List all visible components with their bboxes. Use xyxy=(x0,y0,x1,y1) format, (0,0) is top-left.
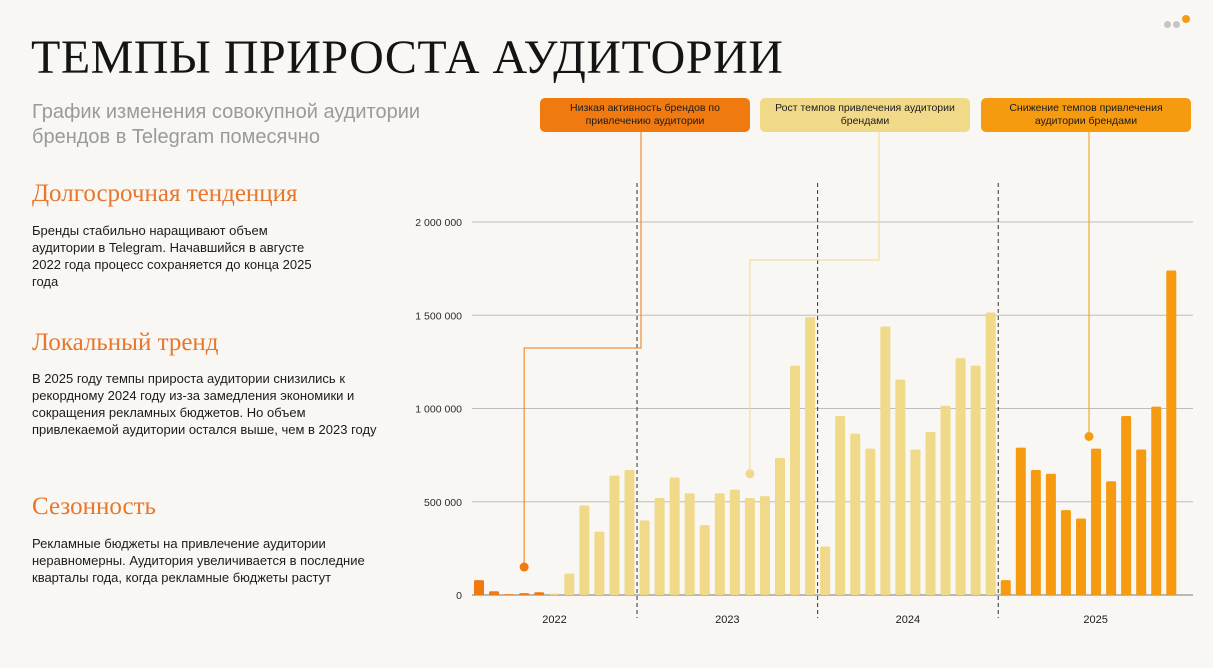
bar-2025-5 xyxy=(1060,510,1071,595)
bar-2023-8 xyxy=(744,498,755,595)
bar-2022-3 xyxy=(504,594,515,596)
bar-2023-6 xyxy=(714,493,725,595)
bar-2025-10 xyxy=(1136,449,1147,595)
logo xyxy=(1162,15,1192,31)
bar-2025-8 xyxy=(1106,481,1117,595)
callout-growth: Рост темпов привлечения аудитории бренда… xyxy=(760,98,970,132)
bar-2022-8 xyxy=(579,505,590,595)
callout-marker xyxy=(745,469,755,479)
bar-2025-12 xyxy=(1166,270,1177,595)
bar-2022-7 xyxy=(564,573,575,595)
bar-2024-9 xyxy=(940,405,951,595)
bar-2024-5 xyxy=(880,326,891,595)
page-subtitle: График изменения совокупной аудитории бр… xyxy=(32,101,421,148)
callout-marker xyxy=(519,562,529,572)
bar-2022-5 xyxy=(534,592,545,595)
bar-2023-5 xyxy=(699,525,710,595)
section-heading-local: Локальный тренд xyxy=(32,329,219,356)
bar-2025-6 xyxy=(1076,518,1086,595)
bar-2024-2 xyxy=(835,415,846,595)
bar-2023-10 xyxy=(775,457,785,595)
y-tick-label: 500 000 xyxy=(424,497,462,509)
bar-2025-7 xyxy=(1091,448,1102,595)
bar-2023-7 xyxy=(729,489,740,595)
bar-2024-4 xyxy=(865,448,876,595)
bar-2023-3 xyxy=(669,477,680,595)
bar-2024-11 xyxy=(970,365,981,595)
section-text-longterm: Бренды стабильно наращивают объем аудито… xyxy=(32,223,312,289)
bar-2025-4 xyxy=(1045,473,1056,595)
logo-dot-grey-1 xyxy=(1164,21,1171,28)
bar-2025-1 xyxy=(1000,580,1011,595)
logo-dot-orange xyxy=(1182,15,1190,23)
bar-2022-4 xyxy=(519,593,530,595)
section-text-local: В 2025 году темпы прироста аудитории сни… xyxy=(32,371,377,437)
bar-2023-2 xyxy=(654,498,665,595)
callout-marker xyxy=(1084,431,1094,441)
section-text-seasonal: Рекламные бюджеты на привлечение аудитор… xyxy=(32,536,365,585)
bar-2022-10 xyxy=(609,475,620,595)
logo-dot-grey-2 xyxy=(1173,21,1180,28)
bar-2023-12 xyxy=(805,317,816,595)
bar-2022-1 xyxy=(474,580,484,595)
bar-2025-9 xyxy=(1121,415,1132,595)
year-label-2023: 2023 xyxy=(715,614,739,626)
bar-2022-2 xyxy=(489,591,500,595)
year-label-2024: 2024 xyxy=(896,614,920,626)
y-tick-label: 2 000 000 xyxy=(415,217,462,229)
bar-2023-4 xyxy=(684,493,695,595)
bar-2025-11 xyxy=(1151,406,1162,595)
callout-connector xyxy=(523,132,642,568)
callout-slowdown: Снижение темпов привлечения аудитории бр… xyxy=(981,98,1191,132)
bar-2024-3 xyxy=(850,433,861,595)
bar-2024-7 xyxy=(910,449,921,595)
bar-2022-6 xyxy=(549,593,560,595)
bar-2025-3 xyxy=(1030,470,1041,595)
year-label-2022: 2022 xyxy=(542,614,566,626)
callout-low-activity: Низкая активность брендов по привлечению… xyxy=(540,98,750,132)
y-tick-label: 1 500 000 xyxy=(415,310,462,322)
bar-2023-1 xyxy=(639,520,650,595)
bar-2024-8 xyxy=(925,431,936,595)
bar-2023-9 xyxy=(759,496,770,595)
bar-2024-6 xyxy=(895,379,906,595)
bar-2023-11 xyxy=(790,365,801,595)
y-tick-label: 0 xyxy=(456,590,462,602)
bar-2022-11 xyxy=(624,470,635,595)
bar-2022-9 xyxy=(594,531,605,595)
page-title: ТЕМПЫ ПРИРОСТА АУДИТОРИИ xyxy=(31,31,784,84)
bar-2024-10 xyxy=(955,358,966,595)
callout-connector xyxy=(749,132,880,474)
bar-2025-2 xyxy=(1015,447,1026,595)
section-heading-seasonal: Сезонность xyxy=(32,493,156,520)
section-heading-longterm: Долгосрочная тенденция xyxy=(32,180,298,207)
bar-2024-12 xyxy=(985,312,996,595)
bar-2024-1 xyxy=(820,546,831,595)
y-tick-label: 1 000 000 xyxy=(415,404,462,416)
year-label-2025: 2025 xyxy=(1083,614,1107,626)
